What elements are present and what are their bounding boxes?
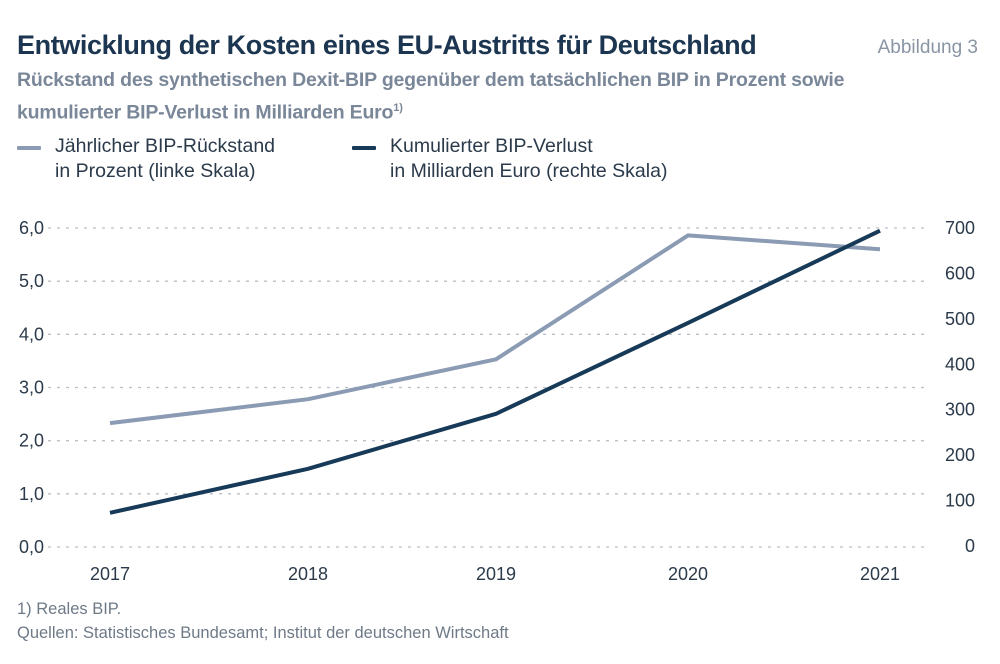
right-tick-label: 100 xyxy=(945,491,975,511)
right-tick-label: 500 xyxy=(945,309,975,329)
right-tick-label: 700 xyxy=(945,218,975,238)
right-tick-label: 200 xyxy=(945,445,975,465)
x-tick-label: 2020 xyxy=(668,564,708,584)
left-tick-label: 5,0 xyxy=(19,271,44,291)
x-tick-label: 2019 xyxy=(476,564,516,584)
legend-label-line-2: in Prozent (linke Skala) xyxy=(55,160,256,182)
legend-label: Jährlicher BIP-Rückstand in Prozent (lin… xyxy=(55,134,275,184)
subtitle-line-2: kumulierter BIP-Verlust in Milliarden Eu… xyxy=(17,101,394,124)
chart-subtitle: Rückstand des synthetischen Dexit-BIP ge… xyxy=(17,66,977,127)
footnote: 1) Reales BIP. Quellen: Statistisches Bu… xyxy=(17,597,509,645)
left-tick-label: 2,0 xyxy=(19,431,44,451)
legend-swatch-annual-gap xyxy=(17,146,41,150)
x-tick-label: 2017 xyxy=(90,564,130,584)
series-line-cumulative-loss xyxy=(109,228,881,515)
left-tick-label: 1,0 xyxy=(19,484,44,504)
legend-label: Kumulierter BIP-Verlust in Milliarden Eu… xyxy=(390,134,667,184)
x-tick-label: 2021 xyxy=(860,564,900,584)
left-axis-ticks: 0,0 1,0 2,0 3,0 4,0 5,0 6,0 xyxy=(19,218,44,557)
chart-title: Entwicklung der Kosten eines EU-Austritt… xyxy=(17,30,757,60)
legend-label-line-1: Kumulierter BIP-Verlust xyxy=(390,135,593,157)
legend-label-line-2: in Milliarden Euro (rechte Skala) xyxy=(390,160,668,182)
right-tick-label: 400 xyxy=(945,354,975,374)
left-tick-label: 6,0 xyxy=(19,218,44,238)
right-tick-label: 0 xyxy=(965,536,975,556)
footnote-sources: Quellen: Statistisches Bundesamt; Instit… xyxy=(17,624,509,642)
subtitle-line-1: Rückstand des synthetischen Dexit-BIP ge… xyxy=(17,69,845,91)
left-tick-label: 0,0 xyxy=(19,537,44,557)
series-line-annual-gap xyxy=(109,233,881,426)
footnote-note: 1) Reales BIP. xyxy=(17,600,122,618)
right-tick-label: 300 xyxy=(945,400,975,420)
right-tick-label: 600 xyxy=(945,263,975,283)
right-axis-ticks: 0 100 200 300 400 500 600 700 xyxy=(945,218,975,556)
left-tick-label: 4,0 xyxy=(19,324,44,344)
left-tick-label: 3,0 xyxy=(19,378,44,398)
figure-label: Abbildung 3 xyxy=(877,37,978,58)
series-lines xyxy=(109,228,881,515)
legend-swatch-cumulative-loss xyxy=(352,146,376,150)
x-tick-label: 2018 xyxy=(288,564,328,584)
subtitle-footnote-marker: 1) xyxy=(393,102,403,114)
legend-label-line-1: Jährlicher BIP-Rückstand xyxy=(55,135,276,157)
x-axis-ticks: 2017 2018 2019 2020 2021 xyxy=(90,564,900,584)
